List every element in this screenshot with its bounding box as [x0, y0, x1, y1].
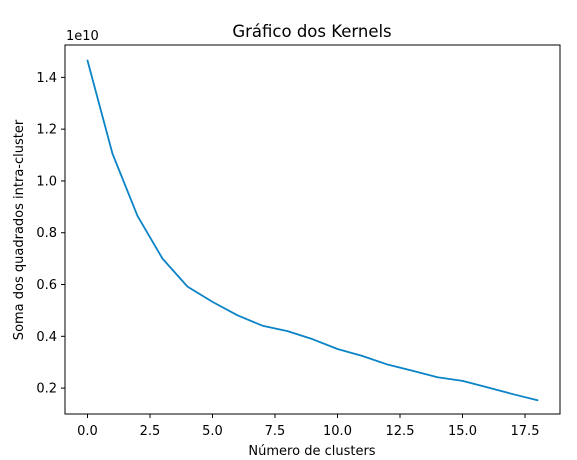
y-tick-label: 1.4 [36, 71, 57, 86]
axes-frame [64, 44, 561, 415]
x-tick-label: 17.5 [511, 424, 540, 439]
plot-area: 0.0 2.5 5.0 7.5 10.0 12.5 15.0 17.5 0.2 0.4 0.6 0.8… [36, 44, 561, 439]
y-tick-label: 1.2 [36, 123, 57, 138]
x-tick-label: 12.5 [386, 424, 415, 439]
y-tick-label: 0.6 [36, 278, 57, 293]
x-tick-label: 10.0 [323, 424, 352, 439]
chart-title: Gráfico dos Kernels [232, 22, 391, 41]
y-tick-label: 0.2 [36, 382, 57, 397]
x-tick-label: 7.5 [265, 424, 286, 439]
y-tick-label: 0.8 [36, 226, 57, 241]
y-tick-label: 0.4 [36, 330, 57, 345]
y-axis-label: Soma dos quadrados intra-cluster [12, 119, 27, 340]
x-axis-label: Número de clusters [248, 444, 375, 459]
series-line-0 [86, 59, 539, 402]
y-offset-text: 1e10 [66, 29, 99, 44]
x-tick-label: 15.0 [448, 424, 477, 439]
y-tick-label: 1.0 [36, 174, 57, 189]
x-tick-label: 0.0 [77, 424, 98, 439]
x-tick-label: 5.0 [202, 424, 223, 439]
x-tick-label: 2.5 [140, 424, 161, 439]
